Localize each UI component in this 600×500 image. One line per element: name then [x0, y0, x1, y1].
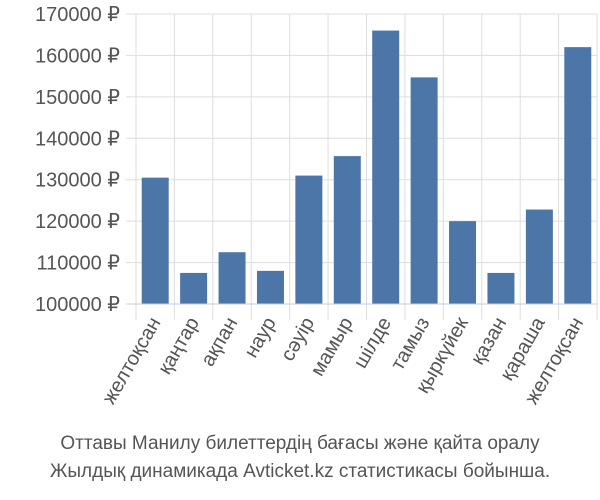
bar — [410, 77, 438, 304]
bar — [525, 209, 553, 304]
bar — [180, 272, 208, 304]
y-tick-label: 170000 ₽ — [35, 4, 120, 26]
x-tick-label: наур — [240, 314, 280, 362]
x-tick-label: ақпан — [197, 314, 242, 371]
y-tick-label: 120000 ₽ — [35, 211, 120, 233]
bar — [333, 156, 361, 304]
bar — [256, 270, 284, 304]
bars — [141, 30, 592, 305]
bar — [295, 175, 323, 304]
chart-caption-line1: Оттавы Манилу билеттердің бағасы және қа… — [60, 433, 540, 454]
y-tick-label: 140000 ₽ — [35, 128, 120, 150]
y-tick-label: 150000 ₽ — [35, 87, 120, 109]
y-tick-label: 110000 ₽ — [36, 253, 120, 275]
bar-chart: 100000 ₽ 110000 ₽ 120000 ₽ 130000 ₽ 140000 ₽… — [35, 4, 598, 409]
y-tick-label: 100000 ₽ — [35, 294, 120, 316]
bar — [218, 252, 246, 304]
bar — [564, 47, 592, 305]
y-tick-label: 160000 ₽ — [35, 45, 120, 67]
gridlines — [126, 13, 598, 320]
bar — [449, 221, 477, 304]
bar — [487, 272, 515, 304]
y-tick-label: 130000 ₽ — [35, 170, 120, 192]
x-tick-label: желтоқсан — [98, 314, 165, 409]
bar — [372, 30, 400, 304]
chart-caption-line2: Жылдық динамикада Avticket.kz статистика… — [49, 461, 551, 482]
bar — [141, 177, 169, 304]
